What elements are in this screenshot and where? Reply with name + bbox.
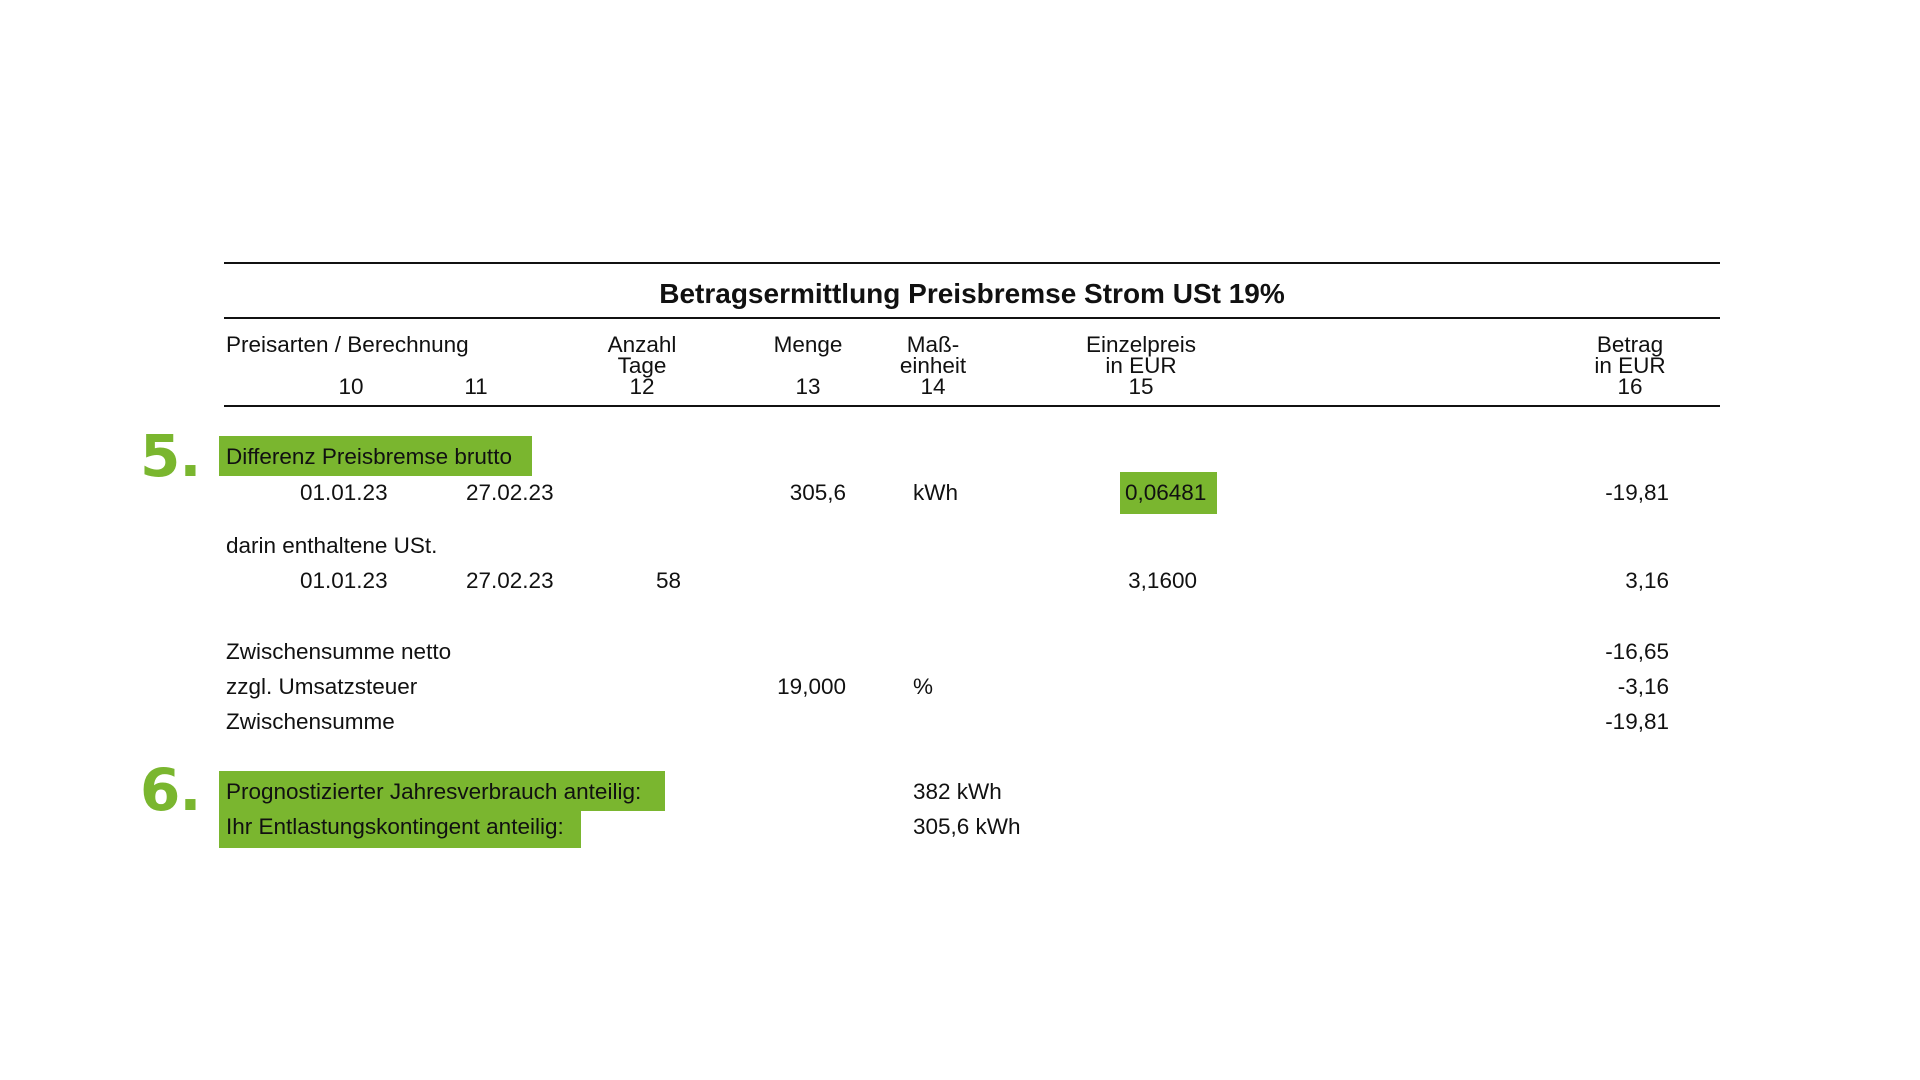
header-einheit: einheit xyxy=(899,353,967,378)
kontingent-value: 305,6 kWh xyxy=(913,814,1021,839)
jahresverbrauch-label: Prognostizierter Jahresverbrauch anteili… xyxy=(226,779,642,804)
top-rule xyxy=(224,262,1720,264)
highlight-jahresverbrauch xyxy=(219,771,665,811)
differenz-menge: 305,6 xyxy=(789,480,846,505)
jahresverbrauch-value: 382 kWh xyxy=(913,779,1002,804)
ust-betrag: 3,16 xyxy=(1625,568,1669,593)
ust-label: darin enthaltene USt. xyxy=(226,533,438,558)
header-col-16: 16 xyxy=(1617,374,1643,399)
differenz-einzelpreis: 0,06481 xyxy=(1125,480,1207,505)
highlight-differenz xyxy=(219,436,532,476)
zwischensumme-netto-value: -16,65 xyxy=(1605,639,1669,664)
header-col-14: 14 xyxy=(920,374,946,399)
differenz-from: 01.01.23 xyxy=(300,480,388,505)
step-5-marker: 5. xyxy=(140,422,201,490)
header-col-10: 10 xyxy=(338,374,364,399)
header-col-11: 11 xyxy=(464,374,488,399)
header-tage: Tage xyxy=(617,353,667,378)
header-menge: Menge xyxy=(773,332,843,357)
header-mass: Maß- xyxy=(906,332,960,357)
title-rule xyxy=(224,317,1720,319)
step-6-marker: 6. xyxy=(140,756,201,824)
differenz-label: Differenz Preisbremse brutto xyxy=(226,444,512,469)
header-col-15: 15 xyxy=(1128,374,1154,399)
header-preisarten: Preisarten / Berechnung xyxy=(226,332,469,357)
differenz-betrag: -19,81 xyxy=(1605,480,1669,505)
umsatzsteuer-einheit: % xyxy=(913,674,934,699)
ust-einzelpreis: 3,1600 xyxy=(1128,568,1197,593)
ust-tage: 58 xyxy=(655,568,681,593)
differenz-einheit: kWh xyxy=(913,480,958,505)
highlight-kontingent xyxy=(219,811,581,848)
header-betrag: Betrag xyxy=(1596,332,1664,357)
ust-from: 01.01.23 xyxy=(300,568,388,593)
header-einzelpreis-eur: in EUR xyxy=(1105,353,1177,378)
table-title: Betragsermittlung Preisbremse Strom USt … xyxy=(659,278,1285,309)
ust-to: 27.02.23 xyxy=(466,568,554,593)
header-einzelpreis: Einzelpreis xyxy=(1085,332,1197,357)
umsatzsteuer-satz: 19,000 xyxy=(777,674,846,699)
zwischensumme-value: -19,81 xyxy=(1605,709,1669,734)
zwischensumme-label: Zwischensumme xyxy=(226,709,395,734)
highlight-einzelpreis xyxy=(1120,472,1217,514)
kontingent-label: Ihr Entlastungskontingent anteilig: xyxy=(226,814,564,839)
header-col-12: 12 xyxy=(629,374,655,399)
header-betrag-eur: in EUR xyxy=(1594,353,1666,378)
zwischensumme-netto-label: Zwischensumme netto xyxy=(226,639,452,664)
header-col-13: 13 xyxy=(795,374,821,399)
header-anzahl: Anzahl xyxy=(607,332,677,357)
header-rule xyxy=(224,405,1720,407)
umsatzsteuer-value: -3,16 xyxy=(1617,674,1669,699)
umsatzsteuer-label: zzgl. Umsatzsteuer xyxy=(226,674,418,699)
differenz-to: 27.02.23 xyxy=(466,480,554,505)
